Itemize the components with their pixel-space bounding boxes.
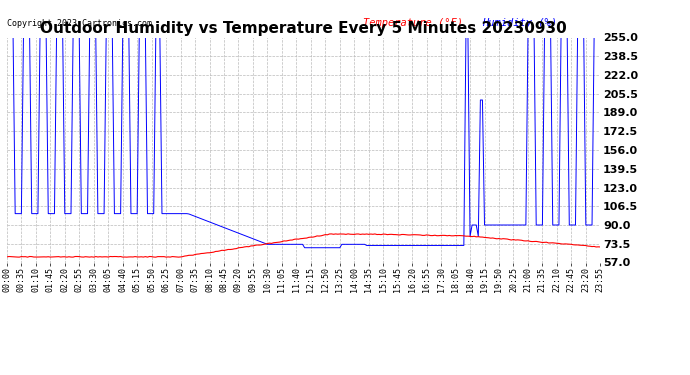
Text: Temperature (°F): Temperature (°F) bbox=[363, 18, 463, 28]
Text: Humidity (%): Humidity (%) bbox=[482, 18, 557, 28]
Title: Outdoor Humidity vs Temperature Every 5 Minutes 20230930: Outdoor Humidity vs Temperature Every 5 … bbox=[40, 21, 567, 36]
Text: Copyright 2023 Cartronics.com: Copyright 2023 Cartronics.com bbox=[7, 20, 152, 28]
